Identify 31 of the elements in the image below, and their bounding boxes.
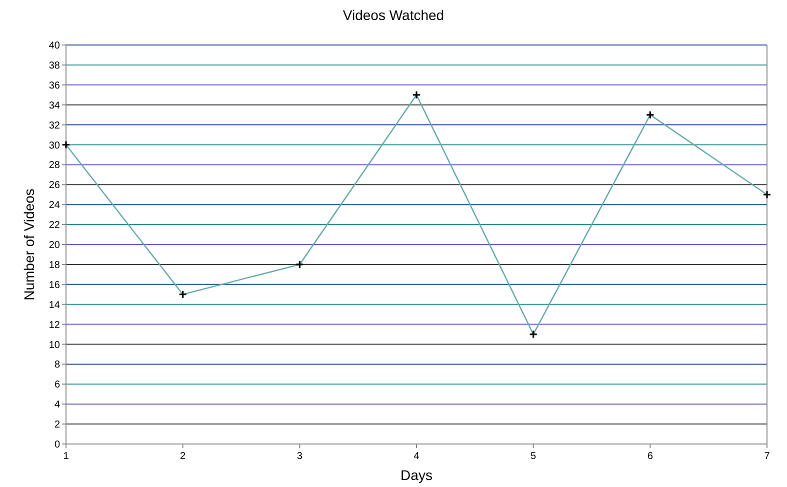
y-tick-label: 28 [48, 160, 60, 172]
y-tick-label: 10 [48, 340, 60, 351]
y-tick-label: 36 [48, 80, 60, 92]
x-tick-label: 6 [647, 451, 654, 462]
y-tick-label: 24 [48, 200, 60, 212]
x-tick-label: 4 [414, 451, 420, 462]
y-tick-label: 6 [54, 380, 60, 391]
y-tick-label: 4 [54, 400, 60, 411]
y-tick-label: 40 [48, 40, 60, 52]
y-axis-title: Number of Videos [21, 188, 37, 300]
x-tick-label: 2 [180, 451, 186, 462]
x-axis-title: Days [400, 467, 432, 483]
y-tick-label: 18 [48, 260, 60, 271]
y-tick-label: 2 [54, 420, 60, 431]
y-tick-label: 22 [48, 220, 60, 232]
y-tick-label: 14 [48, 300, 60, 311]
y-tick-label: 34 [48, 100, 60, 112]
y-tick-label: 0 [54, 440, 60, 450]
y-tick-label: 12 [48, 320, 60, 331]
y-tick-label: 32 [48, 120, 60, 132]
chart-title: Videos Watched [342, 7, 444, 23]
x-tick-label: 3 [296, 451, 303, 462]
y-tick-label: 30 [48, 140, 60, 152]
y-tick-label: 16 [48, 280, 60, 291]
x-tick-label: 5 [530, 451, 537, 462]
y-tick-label: 38 [48, 60, 60, 72]
y-tick-label: 26 [48, 180, 60, 192]
y-tick-label: 20 [48, 240, 60, 251]
x-tick-label: 1 [63, 451, 70, 462]
x-tick-label: 7 [764, 451, 770, 462]
y-tick-label: 8 [54, 360, 60, 371]
